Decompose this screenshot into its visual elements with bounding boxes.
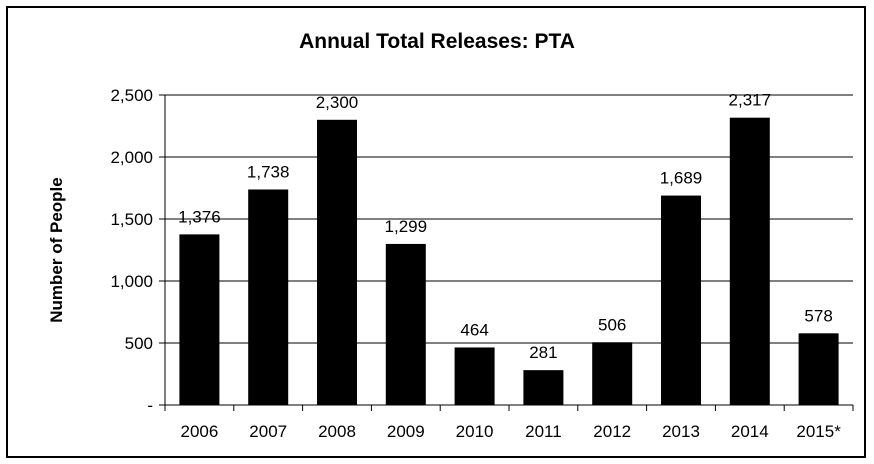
chart-title: Annual Total Releases: PTA [299,30,575,53]
bar [385,243,426,405]
bar [179,234,220,405]
x-axis-ticks: 2006 2007 2008 2009 2010 2011 2012 2013 2014 2015… [164,405,854,441]
bar [798,333,839,405]
chart-frame [6,6,866,458]
y-tick-label: 2,000 [110,148,153,167]
data-label: 506 [598,315,626,334]
data-label: 281 [529,343,557,362]
x-tick-label: 2012 [593,422,631,441]
x-tick-label: 2006 [180,422,218,441]
data-label: 1,376 [178,207,221,226]
data-label: 1,689 [660,169,703,188]
y-tick-label: 1,500 [110,210,153,229]
y-tick-label: 1,000 [110,272,153,291]
y-axis-label: Number of People [47,177,66,322]
y-tick-label: 500 [125,334,153,353]
data-labels: 1,376 1,738 2,300 1,299 464 281 506 1,689 2,317 5… [178,91,833,362]
bar [248,189,289,405]
data-label: 1,299 [385,217,428,236]
data-label: 1,738 [247,162,290,181]
x-tick-label: 2013 [662,422,700,441]
bar [729,117,770,405]
bar [592,342,633,405]
x-tick-label: 2010 [456,422,494,441]
y-axis-ticks: - 500 1,000 1,500 2,000 2,500 [110,86,165,415]
bar [454,347,495,405]
data-label: 464 [460,320,488,339]
x-tick-label: 2015* [796,422,841,441]
x-tick-label: 2014 [731,422,769,441]
bar [523,370,564,405]
data-label: 2,300 [316,93,359,112]
x-tick-label: 2009 [387,422,425,441]
data-label: 578 [804,306,832,325]
bars [179,117,839,406]
x-tick-label: 2008 [318,422,356,441]
x-tick-label: 2011 [525,422,562,441]
bar [661,195,701,405]
x-tick-label: 2007 [249,422,287,441]
y-tick-label: - [147,396,153,415]
y-tick-label: 2,500 [110,86,153,105]
data-label: 2,317 [729,91,772,110]
bar [317,119,357,406]
